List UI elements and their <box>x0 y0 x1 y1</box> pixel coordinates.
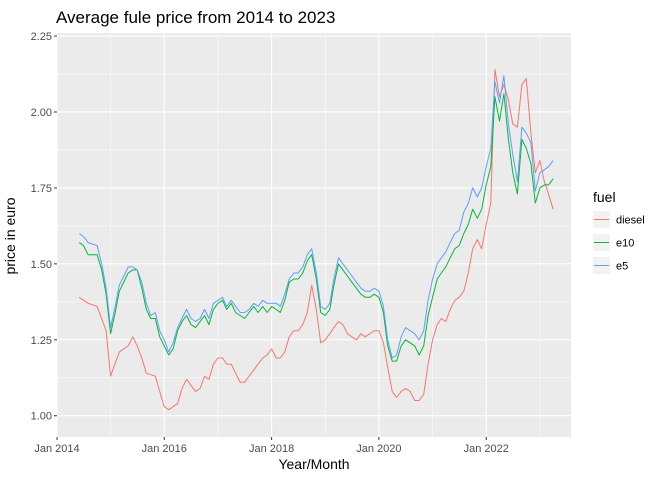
x-tick-label: Jan 2022 <box>464 443 509 455</box>
plot-panel <box>57 33 571 437</box>
y-tick-label: 2.25 <box>31 31 52 43</box>
y-tick-label: 1.75 <box>31 183 52 195</box>
legend-title: fuel <box>593 189 616 205</box>
series-line-e10 <box>78 93 554 362</box>
legend: fuel diesel e10 e5 <box>593 189 645 274</box>
x-tick-label: Jan 2014 <box>34 443 79 455</box>
x-tick-label: Jan 2016 <box>142 443 187 455</box>
major-gridlines <box>56 33 571 437</box>
y-tick-label: 1.50 <box>31 259 52 271</box>
y-tick-label: 1.00 <box>31 411 52 423</box>
series-line-e5 <box>78 75 554 359</box>
x-axis-title: Year/Month <box>278 456 349 472</box>
series-line-diesel <box>78 69 554 411</box>
legend-label-e10: e10 <box>616 238 634 250</box>
x-axis: Jan 2014 Jan 2016 Jan 2018 Jan 2020 Jan 2022 <box>34 437 509 455</box>
legend-label-diesel: diesel <box>616 215 645 227</box>
x-tick-label: Jan 2018 <box>249 443 294 455</box>
y-axis-title: price in euro <box>2 197 18 274</box>
minor-gridlines <box>57 33 571 437</box>
chart-title: Average fule price from 2014 to 2023 <box>56 8 335 27</box>
series-lines <box>78 69 554 411</box>
y-tick-label: 2.00 <box>31 107 52 119</box>
y-axis: 1.00 1.25 1.50 1.75 2.00 2.25 <box>31 31 57 423</box>
y-tick-label: 1.25 <box>31 335 52 347</box>
legend-label-e5: e5 <box>616 261 628 273</box>
x-tick-label: Jan 2020 <box>356 443 401 455</box>
